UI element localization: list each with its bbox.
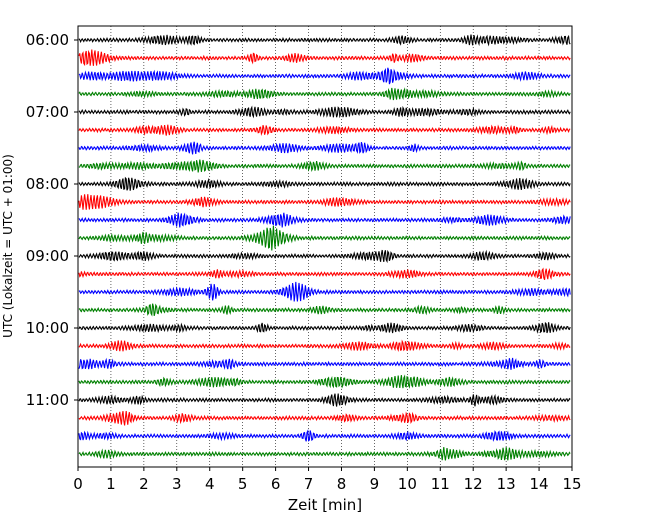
trace-1130 [78, 429, 571, 442]
y-tick-label: 07:00 [26, 103, 69, 121]
trace-1030 [78, 357, 571, 370]
trace-0700 [78, 105, 571, 119]
y-tick-label: 06:00 [26, 31, 69, 49]
x-axis: 0 1 2 3 4 5 6 7 8 9 10 11 12 13 14 15 [73, 467, 582, 493]
x-tick-label: 9 [370, 475, 380, 493]
x-tick-label: 5 [238, 475, 248, 493]
traces [78, 34, 571, 461]
x-tick-label: 10 [398, 475, 417, 493]
trace-0915 [78, 267, 571, 281]
trace-0930 [78, 281, 571, 302]
trace-0815 [78, 194, 571, 210]
trace-1045 [78, 374, 571, 389]
trace-1000 [78, 321, 571, 334]
trace-0615 [78, 49, 571, 67]
y-tick-label: 09:00 [26, 247, 69, 265]
trace-0730 [78, 141, 571, 155]
trace-1100 [78, 393, 571, 407]
trace-0945 [78, 303, 571, 317]
trace-0800 [78, 176, 571, 191]
x-tick-label: 11 [431, 475, 450, 493]
x-tick-label: 7 [304, 475, 314, 493]
x-axis-label: Zeit [min] [288, 496, 362, 514]
x-tick-label: 2 [139, 475, 149, 493]
trace-0715 [78, 124, 571, 136]
x-tick-label: 12 [464, 475, 483, 493]
trace-0630 [78, 67, 571, 85]
trace-1145 [78, 447, 571, 461]
x-tick-label: 13 [497, 475, 516, 493]
y-axis-label: UTC (Lokalzeit = UTC + 01:00) [1, 154, 15, 338]
y-tick-label: 11:00 [26, 391, 69, 409]
trace-0745 [78, 159, 571, 173]
trace-0830 [78, 212, 571, 228]
x-tick-label: 15 [562, 475, 581, 493]
x-tick-label: 8 [337, 475, 347, 493]
x-tick-label: 0 [73, 475, 83, 493]
x-tick-label: 4 [205, 475, 215, 493]
x-tick-label: 6 [271, 475, 281, 493]
x-tick-label: 14 [530, 475, 549, 493]
trace-1115 [78, 410, 571, 426]
x-tick-label: 3 [172, 475, 182, 493]
trace-1015 [78, 339, 571, 352]
y-axis: 06:00 07:00 08:00 09:00 10:00 11:00 [26, 31, 78, 409]
y-tick-label: 10:00 [26, 319, 69, 337]
trace-0600 [78, 34, 571, 47]
x-tick-label: 1 [106, 475, 116, 493]
trace-0900 [78, 249, 571, 264]
y-tick-label: 08:00 [26, 175, 69, 193]
trace-0645 [78, 87, 571, 101]
plot-frame [77, 25, 573, 468]
trace-0845 [78, 225, 571, 251]
